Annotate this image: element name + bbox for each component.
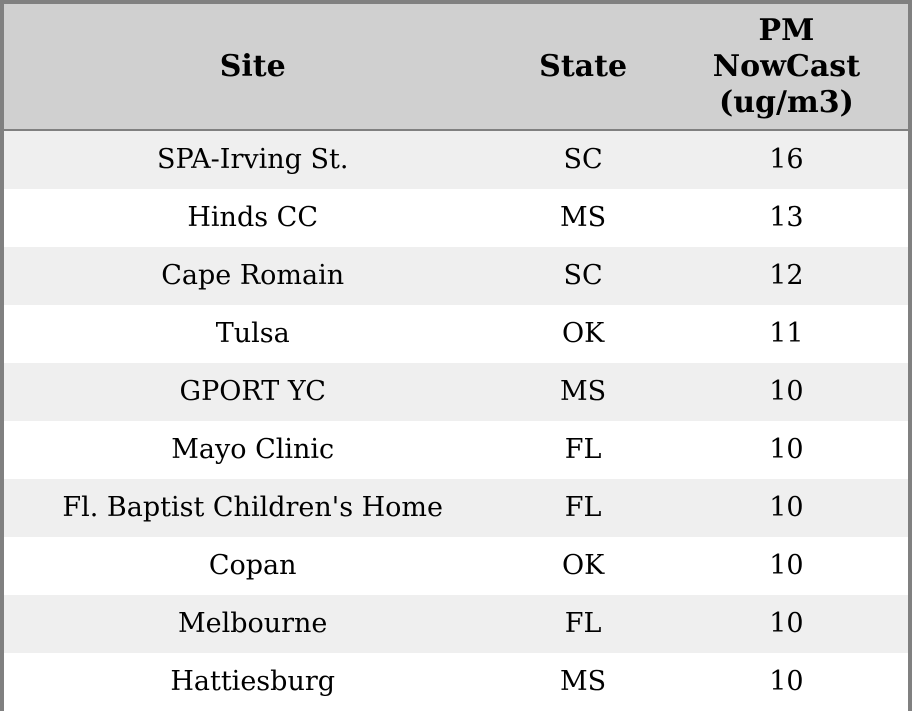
site-cell: Hinds CC (187, 201, 318, 233)
table-row: Mayo Clinic FL 10 (2, 421, 910, 479)
state-cell: MS (560, 375, 607, 407)
table-row: SPA-Irving St. SC 16 (2, 130, 910, 189)
state-cell: FL (564, 433, 602, 465)
state-cell: SC (563, 143, 603, 175)
site-cell: Hattiesburg (170, 665, 336, 697)
state-cell: OK (561, 317, 605, 349)
site-cell: Cape Romain (161, 259, 345, 291)
table-row: Fl. Baptist Children's Home FL 10 (2, 479, 910, 537)
column-header-site: Site (2, 2, 502, 131)
state-cell: SC (563, 259, 603, 291)
table-row: Melbourne FL 10 (2, 595, 910, 653)
pm-cell: 13 (769, 201, 804, 233)
pm-cell: 10 (769, 607, 804, 639)
column-header-pm-nowcast: PM NowCast (ug/m3) (664, 2, 910, 131)
state-cell: FL (564, 607, 602, 639)
table-row: Tulsa OK 11 (2, 305, 910, 363)
table-row: Hinds CC MS 13 (2, 189, 910, 247)
table-row: Copan OK 10 (2, 537, 910, 595)
pm-cell: 10 (769, 549, 804, 581)
column-header-pm-nowcast-label: PM NowCast (ug/m3) (712, 12, 861, 120)
pm-cell: 11 (769, 317, 804, 349)
pm-cell: 10 (769, 491, 804, 523)
column-header-state: State (501, 2, 665, 131)
site-cell: Fl. Baptist Children's Home (62, 491, 444, 523)
state-cell: MS (560, 201, 607, 233)
state-cell: OK (561, 549, 605, 581)
pm-cell: 10 (769, 375, 804, 407)
pm-cell: 16 (769, 143, 804, 175)
table-header: Site State PM NowCast (ug/m3) (2, 2, 910, 131)
table-row: Cape Romain SC 12 (2, 247, 910, 305)
table-body: SPA-Irving St. SC 16 Hinds CC MS 13 Cape… (2, 130, 910, 711)
site-cell: Mayo Clinic (171, 433, 335, 465)
state-cell: FL (564, 491, 602, 523)
site-cell: Copan (208, 549, 297, 581)
state-cell: MS (560, 665, 607, 697)
site-cell: Tulsa (215, 317, 290, 349)
site-cell: GPORT YC (179, 375, 326, 407)
pm-cell: 10 (769, 433, 804, 465)
header-row: Site State PM NowCast (ug/m3) (2, 2, 910, 131)
pm-cell: 12 (769, 259, 804, 291)
pm-cell: 10 (769, 665, 804, 697)
table-row: GPORT YC MS 10 (2, 363, 910, 421)
site-cell: SPA-Irving St. (156, 143, 349, 175)
site-cell: Melbourne (177, 607, 328, 639)
table-row: Hattiesburg MS 10 (2, 653, 910, 711)
